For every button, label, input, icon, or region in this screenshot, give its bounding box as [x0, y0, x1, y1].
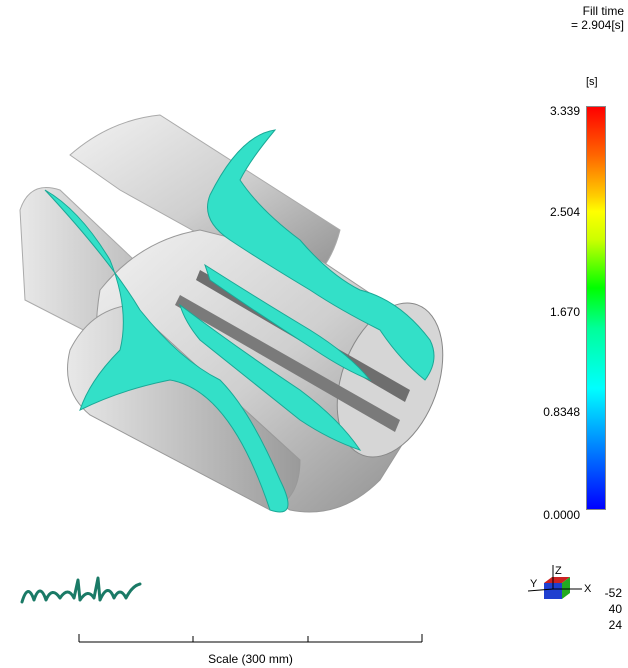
- legend-tick-min: 0.0000: [543, 508, 580, 522]
- legend-tick-4: 0.8348: [543, 405, 580, 419]
- rotation-x: -52: [604, 586, 622, 600]
- fill-time-label: Fill time: [582, 4, 624, 18]
- legend-tick-3: 1.670: [549, 305, 580, 319]
- melt-front-left: [44, 189, 289, 513]
- axis-z-label: Z: [555, 565, 562, 577]
- color-scale-bar: [586, 106, 606, 510]
- legend-unit: [s]: [586, 76, 598, 88]
- mold-part-render[interactable]: [0, 60, 470, 530]
- axis-x-label: X: [584, 583, 592, 595]
- legend-tick-2: 2.504: [549, 205, 580, 219]
- melt-front-slot: [204, 263, 372, 382]
- axis-triad-icon[interactable]: Z X Y: [522, 565, 594, 615]
- axis-y-label: Y: [530, 578, 538, 590]
- scale-bar: [78, 634, 423, 643]
- fill-time-value: = 2.904[s]: [570, 18, 624, 32]
- scale-label: Scale (300 mm): [208, 652, 293, 666]
- fill-time-header: Fill time = 2.904[s]: [571, 4, 624, 32]
- rotation-z: 24: [608, 618, 622, 632]
- moldflow-logo: [20, 576, 142, 604]
- melt-front-top: [207, 129, 435, 381]
- melt-front-center: [179, 303, 362, 451]
- legend-tick-max: 3.339: [549, 104, 580, 118]
- rotation-y: 40: [608, 602, 622, 616]
- slot-1: [175, 295, 400, 432]
